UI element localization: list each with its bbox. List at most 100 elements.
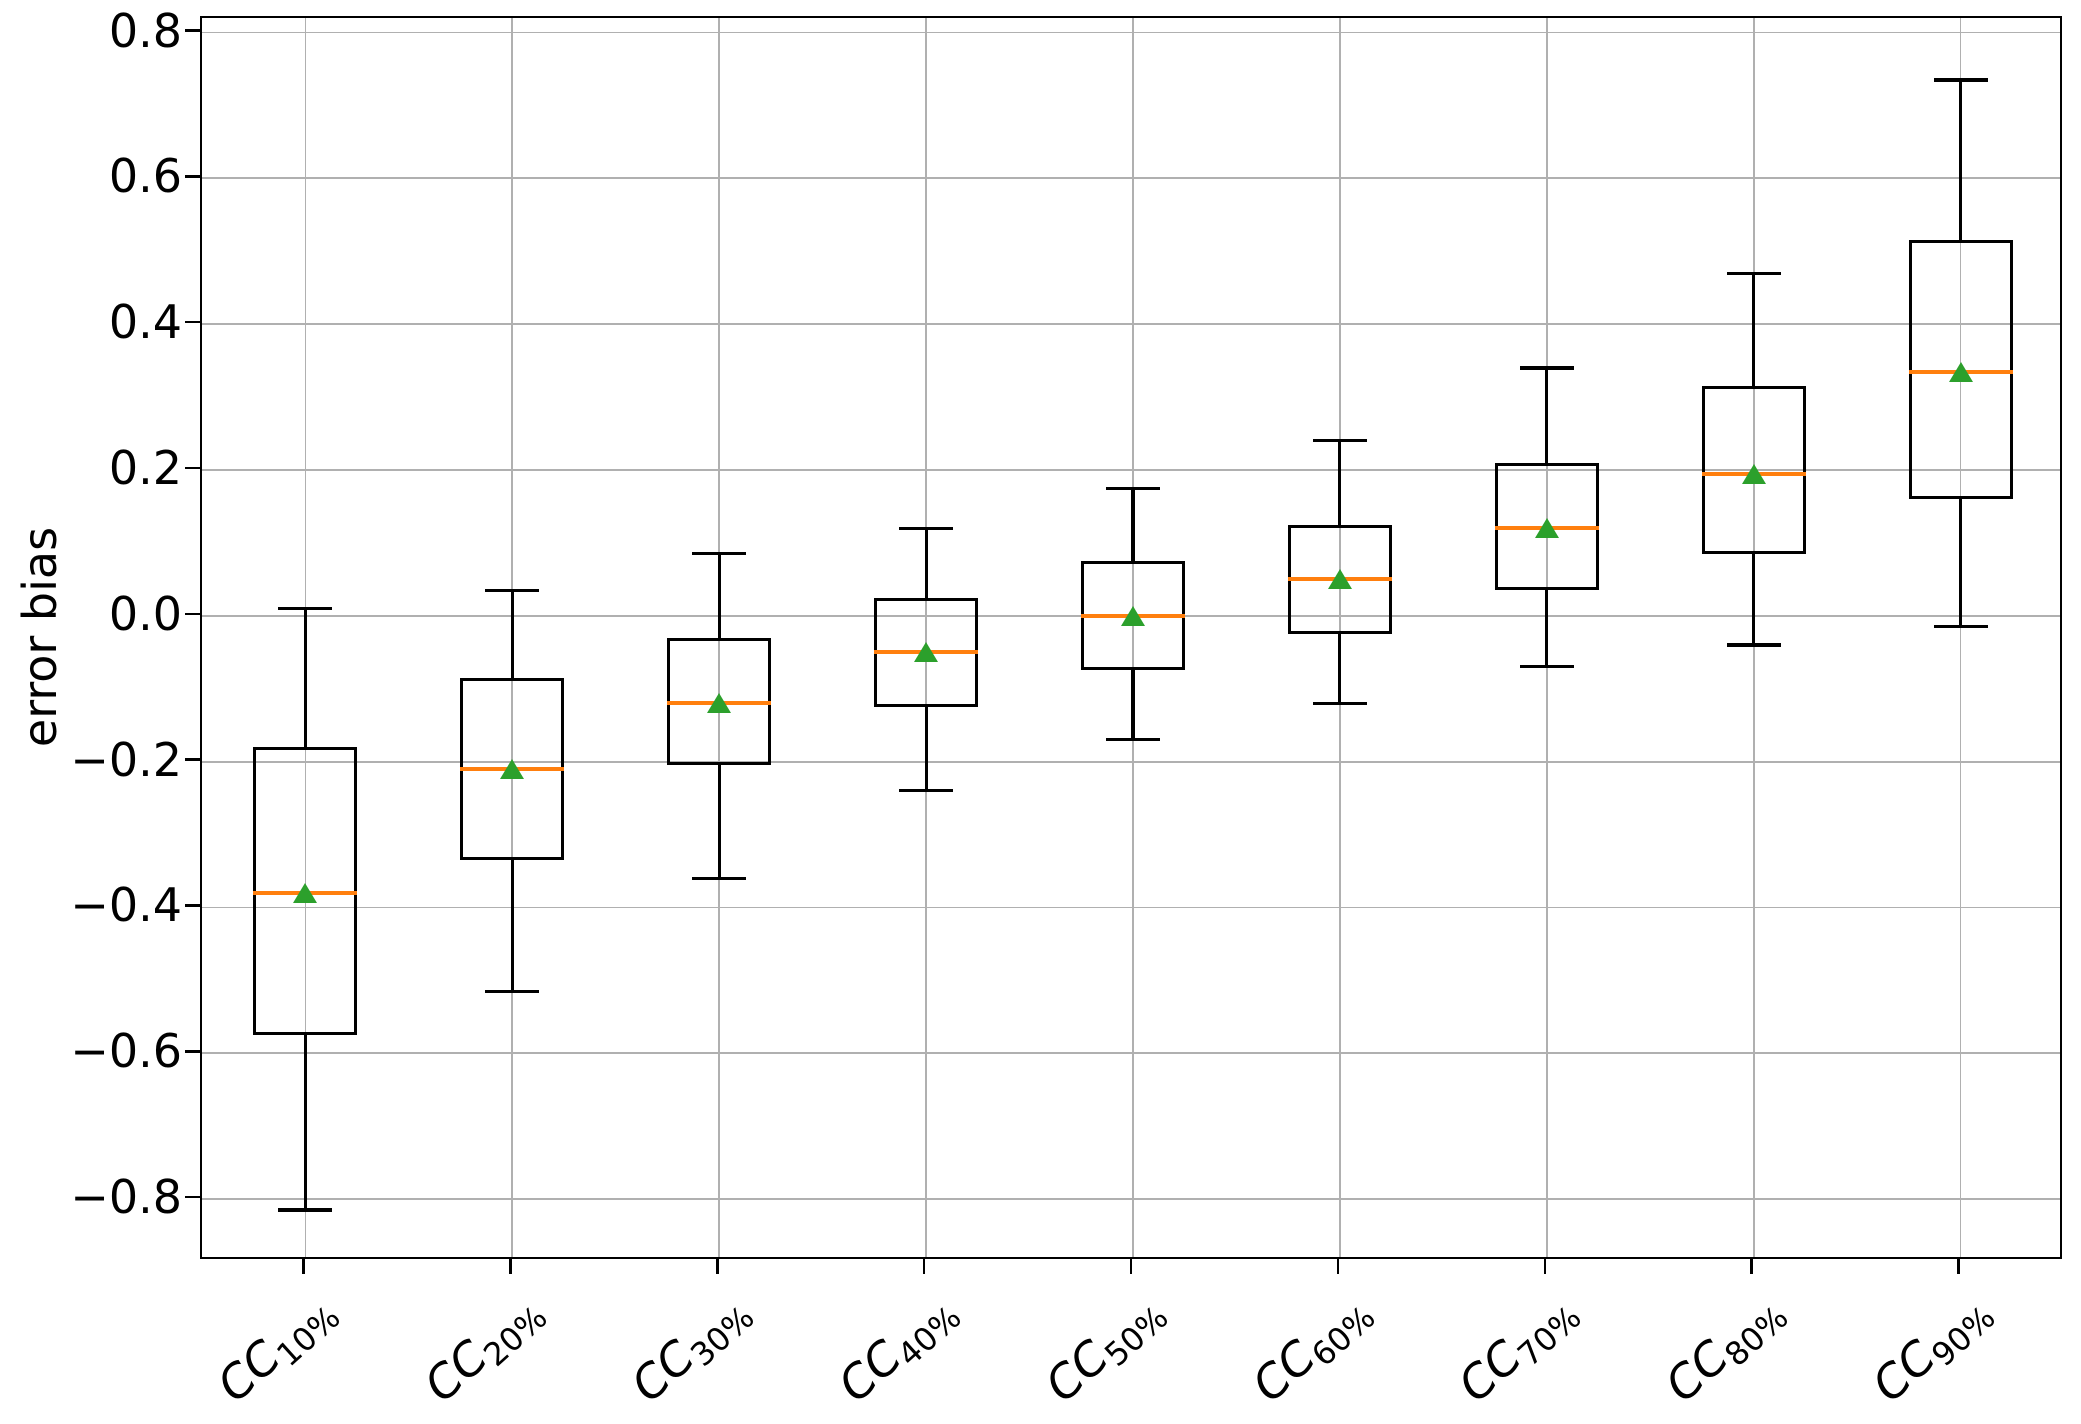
y-gridline <box>202 906 2060 909</box>
y-gridline <box>202 469 2060 471</box>
upper-whisker-cap <box>899 526 954 530</box>
y-tick-label: 0.2 <box>108 441 182 495</box>
x-tick-label-text: CC20% <box>413 1298 555 1413</box>
mean-triangle-marker <box>914 642 939 663</box>
lower-whisker-cap <box>692 876 747 880</box>
upper-whisker-line <box>303 608 308 748</box>
lower-whisker-line <box>510 860 514 992</box>
lower-whisker-line <box>1131 670 1135 740</box>
x-tick-label: CC90% <box>1829 1284 2003 1412</box>
x-tick-label: CC50% <box>1002 1284 1175 1412</box>
x-tick-mark <box>1336 1259 1340 1274</box>
upper-whisker-line <box>1958 79 1963 241</box>
upper-whisker-cap <box>485 588 540 592</box>
lower-whisker-cap <box>485 989 540 993</box>
mean-triangle-marker <box>1948 361 1973 382</box>
x-tick-label-text: CC90% <box>1861 1298 2003 1413</box>
upper-whisker-cap <box>1933 78 1988 82</box>
y-tick-mark <box>185 466 200 470</box>
y-tick-label: −0.8 <box>70 1170 182 1225</box>
x-tick-mark <box>302 1259 305 1274</box>
y-tick-mark <box>185 1050 200 1053</box>
x-tick-mark <box>1750 1259 1753 1274</box>
y-tick-label: 0.6 <box>108 149 182 204</box>
y-gridline <box>202 177 2060 180</box>
lower-whisker-cap <box>1106 738 1160 742</box>
y-axis-title: error bias <box>13 526 67 748</box>
mean-triangle-marker <box>293 882 318 903</box>
lower-whisker-line <box>303 1035 308 1210</box>
lower-whisker-line <box>1752 553 1756 645</box>
y-tick-label: −0.6 <box>70 1024 182 1079</box>
lower-whisker-line <box>717 765 721 879</box>
y-tick-mark <box>185 758 200 761</box>
y-gridline <box>202 323 2060 326</box>
x-tick-label-text: CC80% <box>1655 1298 1796 1413</box>
y-tick-mark <box>185 1195 200 1199</box>
y-gridline <box>202 1052 2060 1055</box>
x-tick-label-text: CC70% <box>1448 1298 1589 1413</box>
y-tick-label: 0.8 <box>108 3 182 58</box>
x-tick-label-text: CC60% <box>1241 1298 1383 1413</box>
y-tick-mark <box>185 904 200 907</box>
upper-whisker-line <box>717 553 721 638</box>
upper-whisker-line <box>1131 488 1135 562</box>
y-tick-label: −0.4 <box>70 878 182 933</box>
mean-triangle-marker <box>1121 605 1145 626</box>
x-gridline <box>925 18 927 1257</box>
lower-whisker-cap <box>899 789 954 793</box>
x-tick-label: CC80% <box>1622 1284 1796 1412</box>
mean-triangle-marker <box>1327 569 1352 590</box>
upper-whisker-cap <box>692 552 747 556</box>
upper-whisker-cap <box>1519 366 1574 370</box>
iqr-box <box>1701 386 1806 554</box>
x-tick-label: CC20% <box>381 1284 555 1412</box>
x-tick-mark <box>1129 1259 1133 1274</box>
upper-whisker-cap <box>1726 271 1781 275</box>
x-tick-label-text: CC40% <box>827 1298 969 1413</box>
mean-triangle-marker <box>707 693 732 714</box>
x-tick-label-text: CC10% <box>206 1298 348 1413</box>
x-tick-mark <box>1543 1259 1547 1274</box>
x-gridline <box>1959 18 1962 1257</box>
upper-whisker-line <box>510 590 514 678</box>
upper-whisker-line <box>1752 273 1756 387</box>
x-tick-label: CC30% <box>588 1284 762 1412</box>
x-tick-label-text: CC50% <box>1034 1298 1176 1413</box>
x-tick-label: CC40% <box>795 1284 969 1412</box>
lower-whisker-line <box>1338 634 1342 704</box>
lower-whisker-cap <box>278 1208 333 1212</box>
upper-whisker-cap <box>278 606 333 611</box>
y-tick-mark <box>185 320 200 324</box>
lower-whisker-cap <box>1726 643 1781 647</box>
upper-whisker-line <box>924 528 928 598</box>
y-tick-label: 0.4 <box>108 295 182 350</box>
upper-whisker-line <box>1338 440 1342 525</box>
lower-whisker-cap <box>1519 665 1574 669</box>
x-tick-label: CC70% <box>1415 1284 1589 1412</box>
lower-whisker-cap <box>1312 701 1367 705</box>
lower-whisker-cap <box>1933 625 1988 629</box>
y-gridline <box>202 31 2060 34</box>
x-tick-label: CC10% <box>174 1284 348 1412</box>
upper-whisker-cap <box>1106 486 1160 490</box>
y-gridline <box>202 760 2060 763</box>
upper-whisker-cap <box>1312 439 1367 443</box>
mean-triangle-marker <box>1741 463 1766 484</box>
lower-whisker-line <box>1958 499 1963 627</box>
x-tick-mark <box>922 1259 926 1274</box>
y-tick-mark <box>185 612 200 616</box>
lower-whisker-line <box>1545 590 1549 667</box>
x-tick-label: CC60% <box>1209 1284 1382 1412</box>
x-tick-mark <box>1957 1259 1960 1274</box>
x-tick-mark <box>509 1259 512 1274</box>
x-tick-label-text: CC30% <box>620 1298 762 1413</box>
lower-whisker-line <box>924 706 928 791</box>
y-tick-mark <box>185 29 200 32</box>
y-gridline <box>202 1198 2060 1200</box>
mean-triangle-marker <box>500 758 525 779</box>
x-gridline <box>1132 18 1134 1257</box>
x-tick-mark <box>716 1259 719 1274</box>
y-tick-mark <box>185 175 200 178</box>
